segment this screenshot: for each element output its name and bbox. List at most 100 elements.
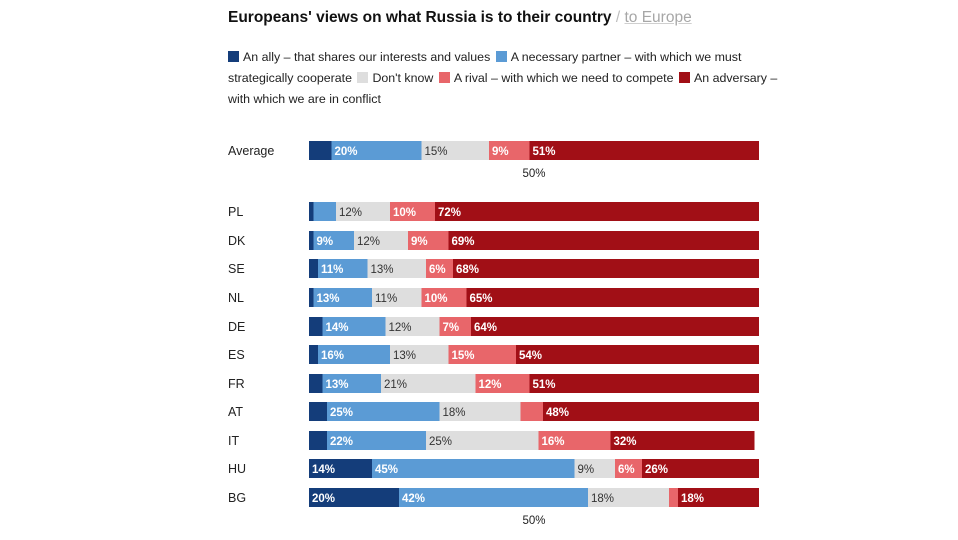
bar-es-dontknow [390,345,449,364]
bar-nl-dontknow [372,288,422,307]
value-label-es-adversary: 54% [519,350,542,362]
bar-at-dontknow [439,402,521,421]
value-label-dk-partner: 9% [317,236,334,248]
value-label-de-dontknow: 12% [389,322,412,334]
value-label-at-dontknow: 18% [443,407,466,419]
bar-hu-partner [372,459,575,478]
bar-es-adversary [516,345,759,364]
bar-at-partner [327,402,440,421]
value-label-dk-dontknow: 12% [357,236,380,248]
bar-nl-rival [421,288,467,307]
row-label-at: AT [228,405,243,419]
row-label-dk: DK [228,234,246,248]
bar-es-rival [448,345,516,364]
bar-it-rival [538,431,611,450]
bar-de-rival [439,317,471,336]
row-label-se: SE [228,262,245,276]
value-label-pl-rival: 10% [393,207,416,219]
bar-se-partner [318,259,368,278]
value-label-it-adversary: 32% [614,436,637,448]
bar-es-ally [309,345,318,364]
legend-swatch-adversary [678,72,690,83]
midpoint-label-countries: 50% [522,515,545,527]
value-label-fr-partner: 13% [326,379,349,391]
bar-fr-ally [309,374,323,393]
bar-bg-rival [669,488,678,507]
chart-title: Europeans' views on what Russia is to th… [228,9,692,27]
legend-label-rival: A rival – with which we need to compete [453,71,674,85]
value-label-average-rival: 9% [492,146,509,158]
bar-bg-ally [309,488,399,507]
row-label-es: ES [228,348,245,362]
bar-at-ally [309,402,327,421]
value-label-nl-rival: 10% [425,293,448,305]
bar-nl-adversary [466,288,759,307]
bar-pl-ally [309,202,314,221]
chart-legend: An ally – that shares our interests and … [228,47,788,110]
value-label-bg-adversary: 18% [681,493,704,505]
value-label-hu-dontknow: 9% [578,464,595,476]
bar-de-partner [322,317,386,336]
value-label-average-dontknow: 15% [425,146,448,158]
value-label-de-rival: 7% [443,322,460,334]
legend-label-dontknow: Don't know [372,71,434,85]
bar-pl-adversary [435,202,759,221]
value-label-es-partner: 16% [321,350,344,362]
bar-nl-ally [309,288,314,307]
value-label-at-adversary: 48% [546,407,569,419]
bar-bg-adversary [678,488,759,507]
bar-pl-partner [313,202,336,221]
legend-label-ally: An ally – that shares our interests and … [243,50,491,64]
row-label-fr: FR [228,377,245,391]
bar-average-partner [331,141,422,160]
value-label-average-adversary: 51% [533,146,556,158]
row-label-pl: PL [228,205,243,219]
bar-dk-adversary [448,231,759,250]
bar-at-adversary [543,402,759,421]
bar-average-adversary [529,141,759,160]
to-europe-toggle[interactable]: to Europe [624,9,692,26]
bar-at-rival [520,402,543,421]
bar-it-ally [309,431,327,450]
bar-it-adversary [610,431,755,450]
legend-swatch-ally [228,51,239,62]
row-label-de: DE [228,320,245,334]
value-label-it-rival: 16% [542,436,565,448]
bar-hu-dontknow [574,459,615,478]
value-label-se-rival: 6% [429,264,446,276]
bar-average-ally [309,141,332,160]
bar-dk-rival [408,231,449,250]
midpoint-label-average: 50% [522,168,545,180]
bar-average-rival [489,141,530,160]
value-label-de-partner: 14% [326,322,349,334]
value-label-hu-adversary: 26% [645,464,668,476]
bar-se-dontknow [367,259,426,278]
value-label-hu-ally: 14% [312,464,335,476]
value-label-fr-dontknow: 21% [384,379,407,391]
bar-pl-dontknow [336,202,390,221]
bar-dk-partner [313,231,354,250]
title-separator: / [615,9,621,26]
bar-it-partner [327,431,426,450]
bar-fr-dontknow [381,374,476,393]
bar-se-ally [309,259,318,278]
bar-fr-partner [322,374,381,393]
bar-se-rival [426,259,453,278]
bar-dk-ally [309,231,314,250]
legend-swatch-rival [438,72,450,83]
bar-bg-dontknow [588,488,669,507]
bar-hu-adversary [642,459,759,478]
value-label-it-dontknow: 25% [429,436,452,448]
value-label-es-dontknow: 13% [393,350,416,362]
bar-it-dontknow [426,431,539,450]
legend-item-ally: An ally – that shares our interests and … [228,50,490,64]
bar-se-adversary [453,259,759,278]
legend-item-dontknow: Don't know [355,71,433,85]
legend-label-adversary: An adversary – with which we are in conf… [228,71,778,106]
chart-title-main: Europeans' views on what Russia is to th… [228,9,612,26]
value-label-nl-partner: 13% [317,293,340,305]
value-label-bg-partner: 42% [402,493,425,505]
value-label-fr-rival: 12% [479,379,502,391]
value-label-se-partner: 11% [321,264,343,276]
